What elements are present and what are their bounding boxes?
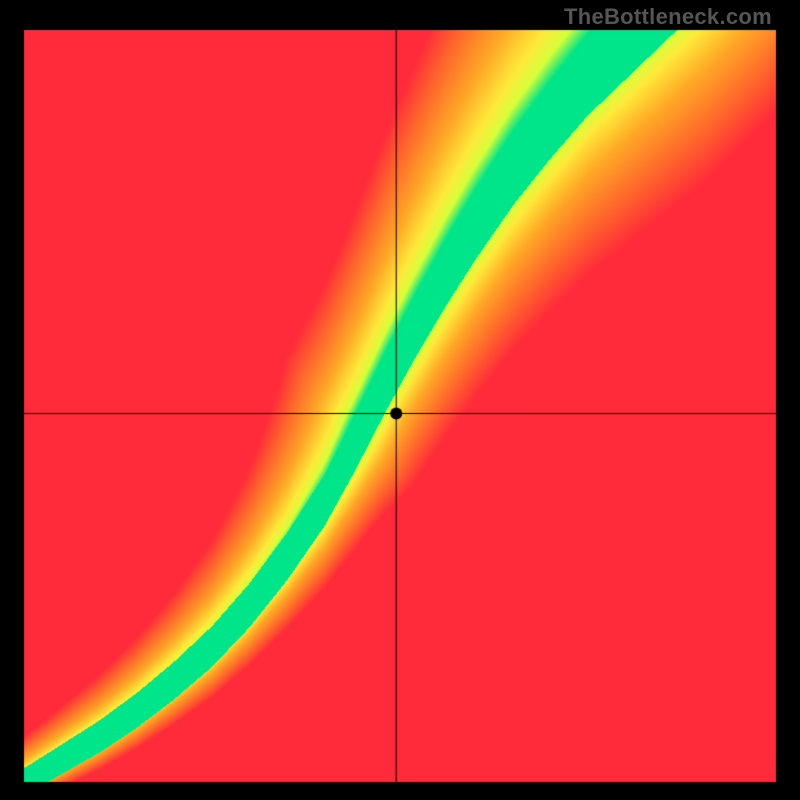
bottleneck-heatmap xyxy=(0,0,800,800)
chart-container: TheBottleneck.com xyxy=(0,0,800,800)
watermark-text: TheBottleneck.com xyxy=(564,4,772,30)
